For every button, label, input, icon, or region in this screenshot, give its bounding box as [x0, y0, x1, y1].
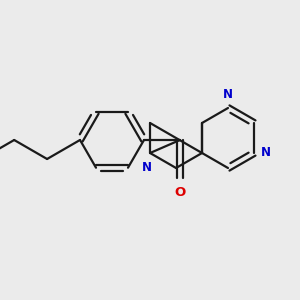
Text: N: N: [142, 161, 152, 174]
Text: N: N: [223, 88, 233, 101]
Text: O: O: [174, 186, 186, 199]
Text: N: N: [261, 146, 271, 160]
